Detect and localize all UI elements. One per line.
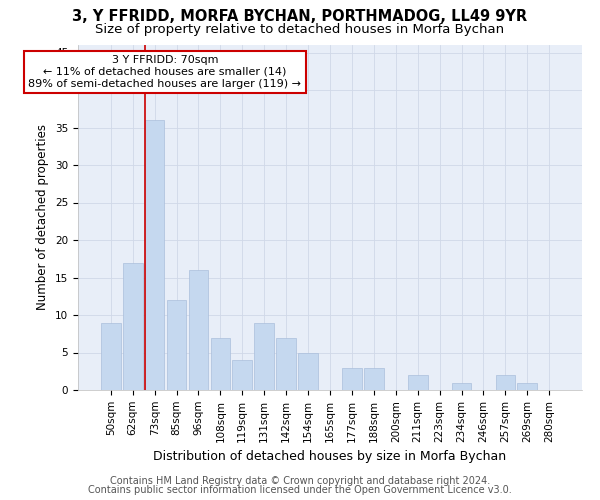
Bar	[276, 338, 296, 390]
Bar	[145, 120, 164, 390]
Bar	[452, 382, 472, 390]
Bar	[123, 262, 143, 390]
Text: Contains public sector information licensed under the Open Government Licence v3: Contains public sector information licen…	[88, 485, 512, 495]
Bar	[496, 375, 515, 390]
Bar	[364, 368, 384, 390]
Bar	[232, 360, 252, 390]
Bar	[408, 375, 428, 390]
Bar	[254, 322, 274, 390]
Bar	[167, 300, 187, 390]
Bar	[188, 270, 208, 390]
Text: Contains HM Land Registry data © Crown copyright and database right 2024.: Contains HM Land Registry data © Crown c…	[110, 476, 490, 486]
X-axis label: Distribution of detached houses by size in Morfa Bychan: Distribution of detached houses by size …	[154, 450, 506, 463]
Y-axis label: Number of detached properties: Number of detached properties	[37, 124, 49, 310]
Bar	[517, 382, 537, 390]
Bar	[101, 322, 121, 390]
Bar	[342, 368, 362, 390]
Text: 3, Y FFRIDD, MORFA BYCHAN, PORTHMADOG, LL49 9YR: 3, Y FFRIDD, MORFA BYCHAN, PORTHMADOG, L…	[73, 9, 527, 24]
Text: Size of property relative to detached houses in Morfa Bychan: Size of property relative to detached ho…	[95, 22, 505, 36]
Bar	[211, 338, 230, 390]
Bar	[298, 352, 318, 390]
Text: 3 Y FFRIDD: 70sqm
← 11% of detached houses are smaller (14)
89% of semi-detached: 3 Y FFRIDD: 70sqm ← 11% of detached hous…	[29, 56, 302, 88]
